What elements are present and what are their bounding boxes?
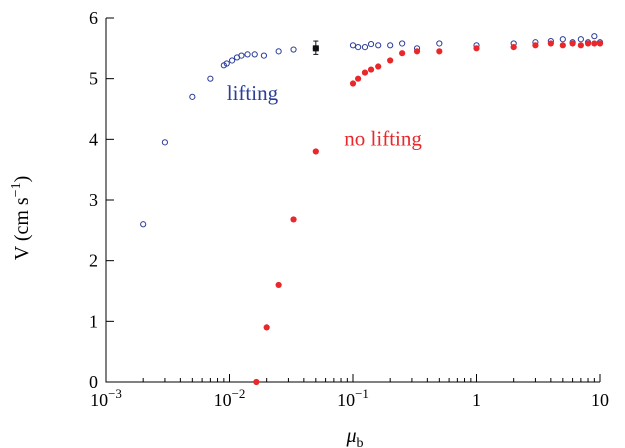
x-axis-subscript: b (357, 436, 364, 448)
x-tick-label-base: 10 (591, 390, 609, 410)
data-point (223, 60, 230, 67)
annotations: lifting no lifting (227, 81, 423, 150)
data-point (290, 46, 297, 53)
data-point (473, 45, 480, 52)
x-ticks: 10−3 10−2 10−1 1 10 (90, 374, 609, 410)
data-point (436, 40, 443, 47)
data-point (591, 33, 598, 40)
data-point (367, 66, 375, 73)
data-point (275, 48, 282, 55)
data-point (577, 36, 584, 43)
data-point (559, 36, 566, 43)
data-point (238, 52, 245, 59)
data-point (244, 51, 251, 58)
error-bar (312, 40, 319, 55)
axis-frame (105, 18, 600, 383)
x-tick-label: 10−1 (337, 386, 369, 410)
annotation-lifting: lifting (227, 81, 279, 105)
data-point (161, 139, 169, 146)
y-tick-label: 2 (89, 251, 98, 271)
x-tick-label: 1 (472, 390, 481, 410)
data-point (253, 378, 260, 386)
y-tick-label: 0 (89, 372, 98, 392)
data-point (367, 40, 375, 48)
data-point (532, 42, 539, 49)
y-tick-label: 3 (89, 190, 98, 210)
data-point (290, 216, 297, 223)
data-point (375, 63, 382, 70)
x-tick-label-base: 1 (472, 390, 481, 410)
y-tick-label: 5 (89, 69, 98, 89)
data-point (510, 44, 517, 51)
data-point (312, 148, 319, 155)
x-tick-label-base: 10 (214, 390, 232, 410)
data-point (399, 50, 406, 57)
data-point (559, 42, 566, 49)
axes (105, 18, 600, 383)
data-point (577, 42, 584, 49)
x-tick-label: 10−3 (90, 386, 122, 410)
data-series (140, 33, 604, 386)
y-axis-symbol: V (cm s (11, 197, 33, 260)
data-point (207, 75, 214, 82)
data-point (349, 42, 357, 49)
y-tick-label: 4 (89, 129, 98, 149)
data-point (229, 57, 236, 64)
data-point (140, 221, 147, 228)
x-tick-label: 10 (591, 390, 609, 410)
data-point (189, 93, 196, 100)
x-tick-label: 10−2 (214, 386, 246, 410)
data-point (355, 44, 362, 51)
x-tick-label-exponent: −2 (232, 386, 246, 401)
y-axis-superscript: −1 (9, 182, 24, 197)
y-ticks: 0 1 2 3 4 5 6 (89, 8, 114, 392)
y-axis-title: V (cm s−1) (9, 176, 33, 261)
error-bar-marker (312, 45, 319, 52)
data-point (596, 40, 604, 47)
data-point (275, 281, 282, 289)
data-point (436, 48, 443, 55)
data-point (569, 40, 576, 47)
data-point (361, 44, 369, 51)
data-point (413, 48, 421, 55)
series-no-lifting (253, 40, 604, 386)
data-point (375, 42, 382, 49)
data-point (251, 51, 258, 58)
data-point (361, 69, 369, 76)
y-tick-label: 1 (89, 311, 98, 331)
data-point (591, 40, 598, 47)
data-point (263, 324, 270, 331)
y-axis-close: ) (11, 176, 33, 183)
y-tick-label: 6 (89, 8, 98, 28)
x-tick-label-exponent: −1 (355, 386, 369, 401)
series-lifting (140, 33, 604, 228)
x-axis-title: μb (345, 425, 363, 448)
data-point (584, 40, 592, 47)
data-point (387, 57, 394, 64)
data-point (260, 52, 268, 59)
data-point (387, 42, 394, 49)
annotation-no-lifting: no lifting (344, 126, 422, 150)
data-point (349, 80, 357, 87)
data-point (399, 40, 406, 47)
x-tick-label-base: 10 (90, 390, 108, 410)
data-point (547, 40, 554, 47)
data-point (355, 75, 362, 82)
x-tick-label-exponent: −3 (108, 386, 122, 401)
x-tick-label-base: 10 (337, 390, 355, 410)
